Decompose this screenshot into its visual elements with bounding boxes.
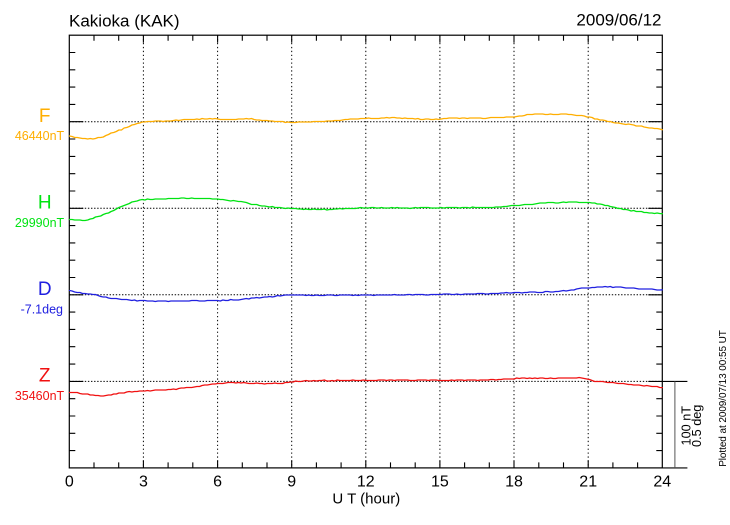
- svg-text:29990nT: 29990nT: [15, 216, 65, 230]
- svg-text:15: 15: [431, 474, 449, 491]
- svg-text:H: H: [38, 193, 52, 214]
- svg-text:100 nT: 100 nT: [680, 406, 694, 446]
- svg-text:Z: Z: [39, 366, 51, 387]
- svg-text:U T (hour): U T (hour): [332, 491, 400, 508]
- svg-text:0.5 deg: 0.5 deg: [690, 405, 704, 447]
- svg-text:24: 24: [653, 474, 671, 491]
- svg-text:0: 0: [65, 474, 74, 491]
- svg-text:Kakioka (KAK): Kakioka (KAK): [69, 11, 180, 30]
- svg-text:12: 12: [357, 474, 375, 491]
- svg-text:3: 3: [139, 474, 148, 491]
- svg-text:46440nT: 46440nT: [15, 129, 65, 143]
- svg-text:18: 18: [505, 474, 523, 491]
- svg-text:D: D: [38, 279, 52, 300]
- svg-text:35460nT: 35460nT: [15, 389, 65, 403]
- svg-text:2009/06/12: 2009/06/12: [576, 10, 661, 29]
- svg-text:-7.1deg: -7.1deg: [21, 302, 63, 316]
- svg-text:9: 9: [287, 474, 296, 491]
- svg-text:21: 21: [579, 474, 597, 491]
- svg-text:Plotted at 2009/07/13 00:55 UT: Plotted at 2009/07/13 00:55 UT: [718, 330, 729, 467]
- svg-text:6: 6: [213, 474, 222, 491]
- svg-text:F: F: [39, 106, 51, 127]
